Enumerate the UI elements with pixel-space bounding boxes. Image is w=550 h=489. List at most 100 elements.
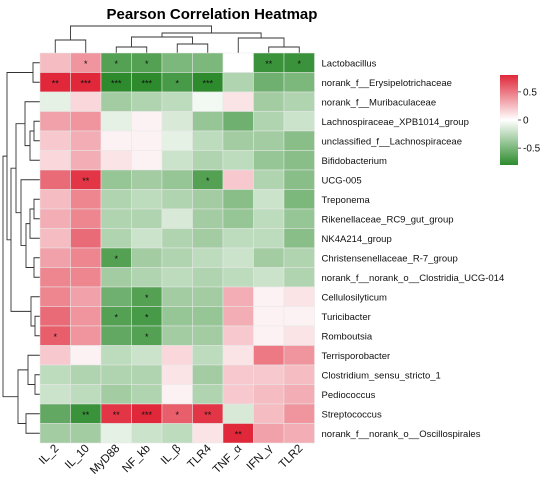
heatmap-cell — [222, 91, 254, 112]
heatmap-cell — [70, 150, 102, 171]
heatmap-cell — [70, 208, 102, 229]
dendrogram-branch — [27, 354, 40, 385]
heatmap-cell — [131, 228, 163, 249]
heatmap-cell — [70, 345, 102, 366]
heatmap-cell — [131, 130, 163, 151]
heatmap-cell — [39, 91, 71, 112]
heatmap-cell — [253, 403, 285, 424]
heatmap-cell — [100, 150, 132, 171]
heatmap-cell — [39, 228, 71, 249]
heatmap-cell — [283, 111, 315, 132]
row-label: Treponema — [322, 195, 371, 206]
heatmap-cell — [283, 345, 315, 366]
heatmap-cell — [192, 325, 224, 346]
heatmap-cell — [39, 111, 71, 132]
heatmap-cell — [70, 286, 102, 307]
column-dendrogram — [54, 25, 300, 53]
heatmap-cell — [100, 423, 132, 444]
heatmap-cell — [39, 345, 71, 366]
significance-mark: ** — [82, 410, 90, 420]
heatmap-cell — [192, 150, 224, 171]
significance-mark: * — [145, 332, 149, 342]
heatmap-cell — [70, 228, 102, 249]
row-label: Rikenellaceae_RC9_gut_group — [322, 214, 454, 225]
heatmap-cell — [131, 423, 163, 444]
heatmap-cell — [222, 189, 254, 210]
dendrogram-branch — [237, 37, 285, 53]
significance-mark: * — [206, 176, 210, 186]
colorbar-gradient — [500, 75, 518, 165]
heatmap-cell — [161, 364, 193, 385]
row-label: Cellulosilyticum — [322, 292, 388, 303]
dendrogram-branch — [2, 155, 18, 398]
colorbar: 0.5 0 -0.5 — [500, 75, 541, 165]
heatmap-cell — [222, 111, 254, 132]
heatmap-cell — [131, 189, 163, 210]
heatmap-cell — [222, 169, 254, 190]
dendrogram-branch — [32, 62, 40, 83]
heatmap-cell — [100, 130, 132, 151]
significance-mark: ** — [265, 59, 273, 69]
heatmap-cell — [161, 208, 193, 229]
heatmap-cell — [222, 345, 254, 366]
colorbar-tick-label: 0.5 — [523, 87, 537, 98]
row-label: unclassified_f__Lachnospiraceae — [322, 136, 463, 147]
row-dendrogram — [2, 62, 40, 434]
heatmap-cell — [192, 189, 224, 210]
heatmap-cell — [39, 306, 71, 327]
heatmap-cell — [161, 325, 193, 346]
row-label: Pediococcus — [322, 390, 376, 401]
heatmap-cell — [222, 267, 254, 288]
dendrogram-branch — [268, 46, 300, 53]
significance-mark: * — [114, 312, 118, 322]
heatmap-cell — [192, 384, 224, 405]
heatmap-cell — [100, 111, 132, 132]
dendrogram-branch — [29, 208, 40, 239]
significance-mark: * — [175, 78, 179, 88]
heatmap-cell — [100, 286, 132, 307]
heatmap-cell — [222, 403, 254, 424]
heatmap-cell — [100, 228, 132, 249]
row-label: Terrisporobacter — [322, 351, 391, 362]
row-label: norank_f__Muribaculaceae — [322, 97, 437, 108]
column-label: NF_kb — [120, 443, 152, 475]
dendrogram-branch — [131, 36, 193, 47]
heatmap-cell — [70, 306, 102, 327]
heatmap-cell — [283, 208, 315, 229]
heatmap-cell — [283, 150, 315, 171]
heatmap-cell — [283, 364, 315, 385]
significance-mark: * — [175, 410, 179, 420]
column-label: MyD88 — [88, 443, 122, 477]
heatmap-cell — [283, 130, 315, 151]
heatmap-cell — [131, 91, 163, 112]
dendrogram-branch — [33, 120, 40, 142]
heatmap-cell — [39, 364, 71, 385]
heatmap-cell — [161, 247, 193, 268]
significance-mark: ** — [113, 410, 121, 420]
row-label: Christensenellaceae_R-7_group — [322, 253, 458, 264]
heatmap-cell — [161, 345, 193, 366]
row-labels: Lactobacillus norank_f__Erysipelotrichace… — [322, 58, 505, 440]
significance-mark: ** — [235, 429, 243, 439]
heatmap-cell — [253, 208, 285, 229]
heatmap-cell — [283, 403, 315, 424]
dendrogram-branch — [20, 179, 40, 247]
heatmap-cell — [131, 208, 163, 229]
heatmap-cell — [161, 189, 193, 210]
heatmap-cell — [39, 403, 71, 424]
dendrogram-branch — [30, 296, 40, 327]
heatmap-cell — [39, 52, 71, 73]
dendrogram-branch — [17, 369, 28, 424]
heatmap-cell — [222, 208, 254, 229]
heatmap-cell — [283, 325, 315, 346]
heatmap-cell — [253, 91, 285, 112]
heatmap-cell — [192, 267, 224, 288]
heatmap-cell — [222, 150, 254, 171]
heatmap-cell — [161, 286, 193, 307]
heatmap-cell — [283, 423, 315, 444]
heatmap-cell — [222, 364, 254, 385]
heatmap-cell — [161, 267, 193, 288]
heatmap-cell — [192, 111, 224, 132]
